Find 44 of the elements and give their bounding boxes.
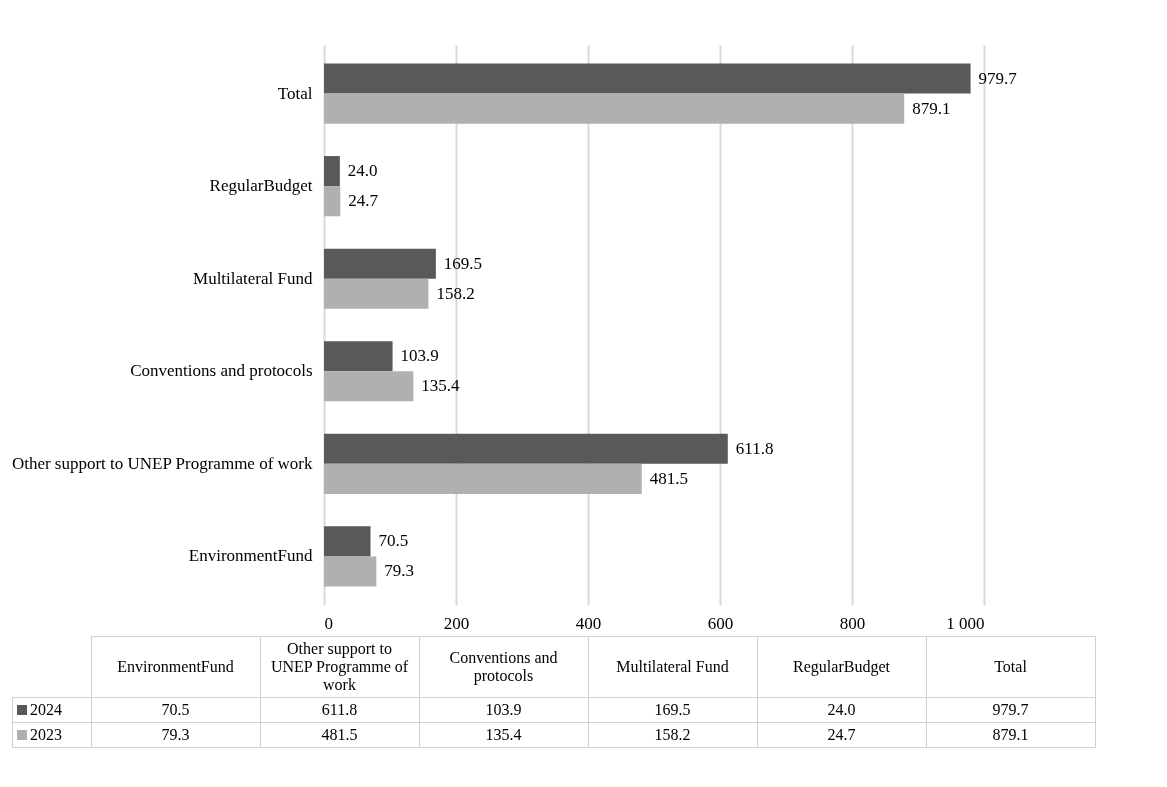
y-tick-label: Multilateral Fund	[193, 268, 313, 288]
text: 481.5	[321, 726, 358, 743]
category-label: Total	[994, 658, 1027, 675]
text: 169.5	[654, 701, 691, 718]
category-label: Multilateral Fund	[616, 658, 729, 675]
text: 79.3	[161, 726, 190, 743]
data-label: 481.5	[649, 468, 689, 488]
text: 135.4	[485, 726, 522, 743]
data-label: 103.9	[400, 346, 439, 366]
legend-label: 2023	[12, 722, 91, 748]
text: 158.2	[654, 726, 691, 743]
y-tick-label: EnvironmentFund	[188, 546, 313, 566]
text: 103.9	[485, 701, 522, 718]
data-label: 979.7	[978, 68, 1018, 88]
text: 70.5	[161, 701, 190, 718]
data-label: 879.1	[912, 98, 951, 118]
data-label: 24.0	[347, 161, 378, 181]
x-tick-label: 0	[324, 613, 333, 633]
x-tick-label: 600	[707, 613, 734, 633]
x-tick-label: 200	[443, 613, 470, 633]
x-tick-label: 800	[839, 613, 866, 633]
text: 879.1	[992, 726, 1029, 743]
x-tick-label: 400	[575, 613, 602, 633]
data-label: 70.5	[378, 531, 409, 551]
data-label: 135.4	[421, 376, 461, 396]
y-tick-label: Other support to UNEP Programme of work	[11, 453, 313, 473]
category-label: Conventions and protocols	[449, 649, 558, 684]
data-label: 158.2	[436, 283, 475, 303]
category-label: Other support to UNEP Programme of work	[270, 640, 409, 693]
text: 24.0	[827, 701, 856, 718]
legend-label: 2024	[12, 697, 91, 723]
y-tick-label: Conventions and protocols	[130, 361, 313, 381]
text: 24.7	[827, 726, 856, 743]
data-label: 169.5	[443, 253, 483, 273]
data-label: 24.7	[348, 191, 379, 211]
text: 979.7	[992, 701, 1029, 718]
data-label: 611.8	[735, 438, 774, 458]
x-tick-label: 1 000	[946, 613, 985, 633]
category-label: RegularBudget	[793, 658, 890, 675]
text: 611.8	[321, 701, 358, 718]
y-tick-label: Total	[277, 83, 313, 103]
y-tick-label: RegularBudget	[209, 176, 313, 196]
data-label: 79.3	[384, 561, 415, 581]
category-label: EnvironmentFund	[117, 658, 234, 675]
